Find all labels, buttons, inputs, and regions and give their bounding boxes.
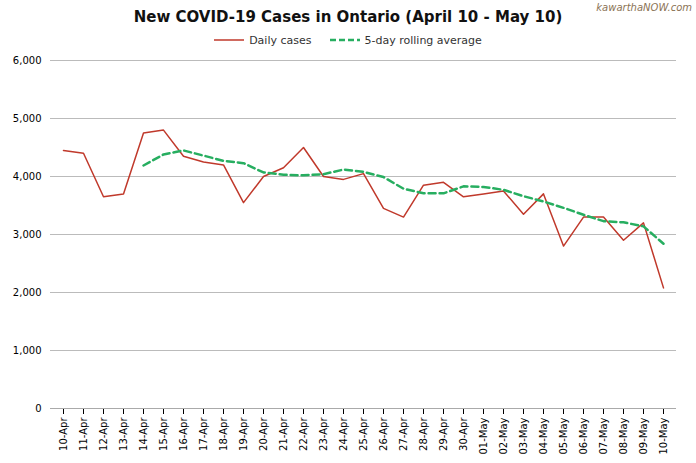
svg-text:08-May: 08-May xyxy=(618,417,629,454)
svg-text:4,000: 4,000 xyxy=(13,171,42,182)
svg-text:24-Apr: 24-Apr xyxy=(338,417,349,451)
html-text:Daily cases: Daily cases xyxy=(249,33,312,47)
svg-text:0: 0 xyxy=(35,403,41,414)
svg-text:05-May: 05-May xyxy=(558,417,569,454)
svg-text:20-Apr: 20-Apr xyxy=(258,417,269,451)
svg-text:22-Apr: 22-Apr xyxy=(298,417,309,451)
svg-text:5,000: 5,000 xyxy=(13,113,42,124)
svg-text:23-Apr: 23-Apr xyxy=(318,417,329,451)
svg-text:16-Apr: 16-Apr xyxy=(178,417,189,451)
svg-text:21-Apr: 21-Apr xyxy=(278,417,289,451)
svg-text:10-May: 10-May xyxy=(658,417,669,454)
svg-text:6,000: 6,000 xyxy=(13,55,42,66)
svg-text:28-Apr: 28-Apr xyxy=(418,417,429,451)
svg-text:13-Apr: 13-Apr xyxy=(118,417,129,451)
html-text:New COVID-19 Cases in Ontario: New COVID-19 Cases in Ontario (April 10 … xyxy=(133,8,563,26)
svg-text:14-Apr: 14-Apr xyxy=(138,417,149,451)
svg-text:09-May: 09-May xyxy=(638,417,649,454)
svg-text:19-Apr: 19-Apr xyxy=(238,417,249,451)
svg-text:25-Apr: 25-Apr xyxy=(358,417,369,451)
svg-text:07-May: 07-May xyxy=(598,417,609,454)
svg-text:1,000: 1,000 xyxy=(13,345,42,356)
svg-text:03-May: 03-May xyxy=(518,417,529,454)
svg-text:10-Apr: 10-Apr xyxy=(58,417,69,451)
svg-text:11-Apr: 11-Apr xyxy=(78,417,89,451)
svg-text:18-Apr: 18-Apr xyxy=(218,417,229,451)
svg-text:12-Apr: 12-Apr xyxy=(98,417,109,451)
svg-text:26-Apr: 26-Apr xyxy=(378,417,389,451)
svg-text:2,000: 2,000 xyxy=(13,287,42,298)
html-text:5-day rolling average: 5-day rolling average xyxy=(364,33,482,47)
svg-text:02-May: 02-May xyxy=(498,417,509,454)
svg-text:3,000: 3,000 xyxy=(13,229,42,240)
svg-text:29-Apr: 29-Apr xyxy=(438,417,449,451)
svg-text:01-May: 01-May xyxy=(478,417,489,454)
svg-text:30-Apr: 30-Apr xyxy=(458,417,469,451)
svg-text:06-May: 06-May xyxy=(578,417,589,454)
svg-text:27-Apr: 27-Apr xyxy=(398,417,409,451)
html-text:kawarthaNOW.com: kawarthaNOW.com xyxy=(596,2,692,13)
svg-text:17-Apr: 17-Apr xyxy=(198,417,209,451)
svg-text:15-Apr: 15-Apr xyxy=(158,417,169,451)
svg-text:04-May: 04-May xyxy=(538,417,549,454)
